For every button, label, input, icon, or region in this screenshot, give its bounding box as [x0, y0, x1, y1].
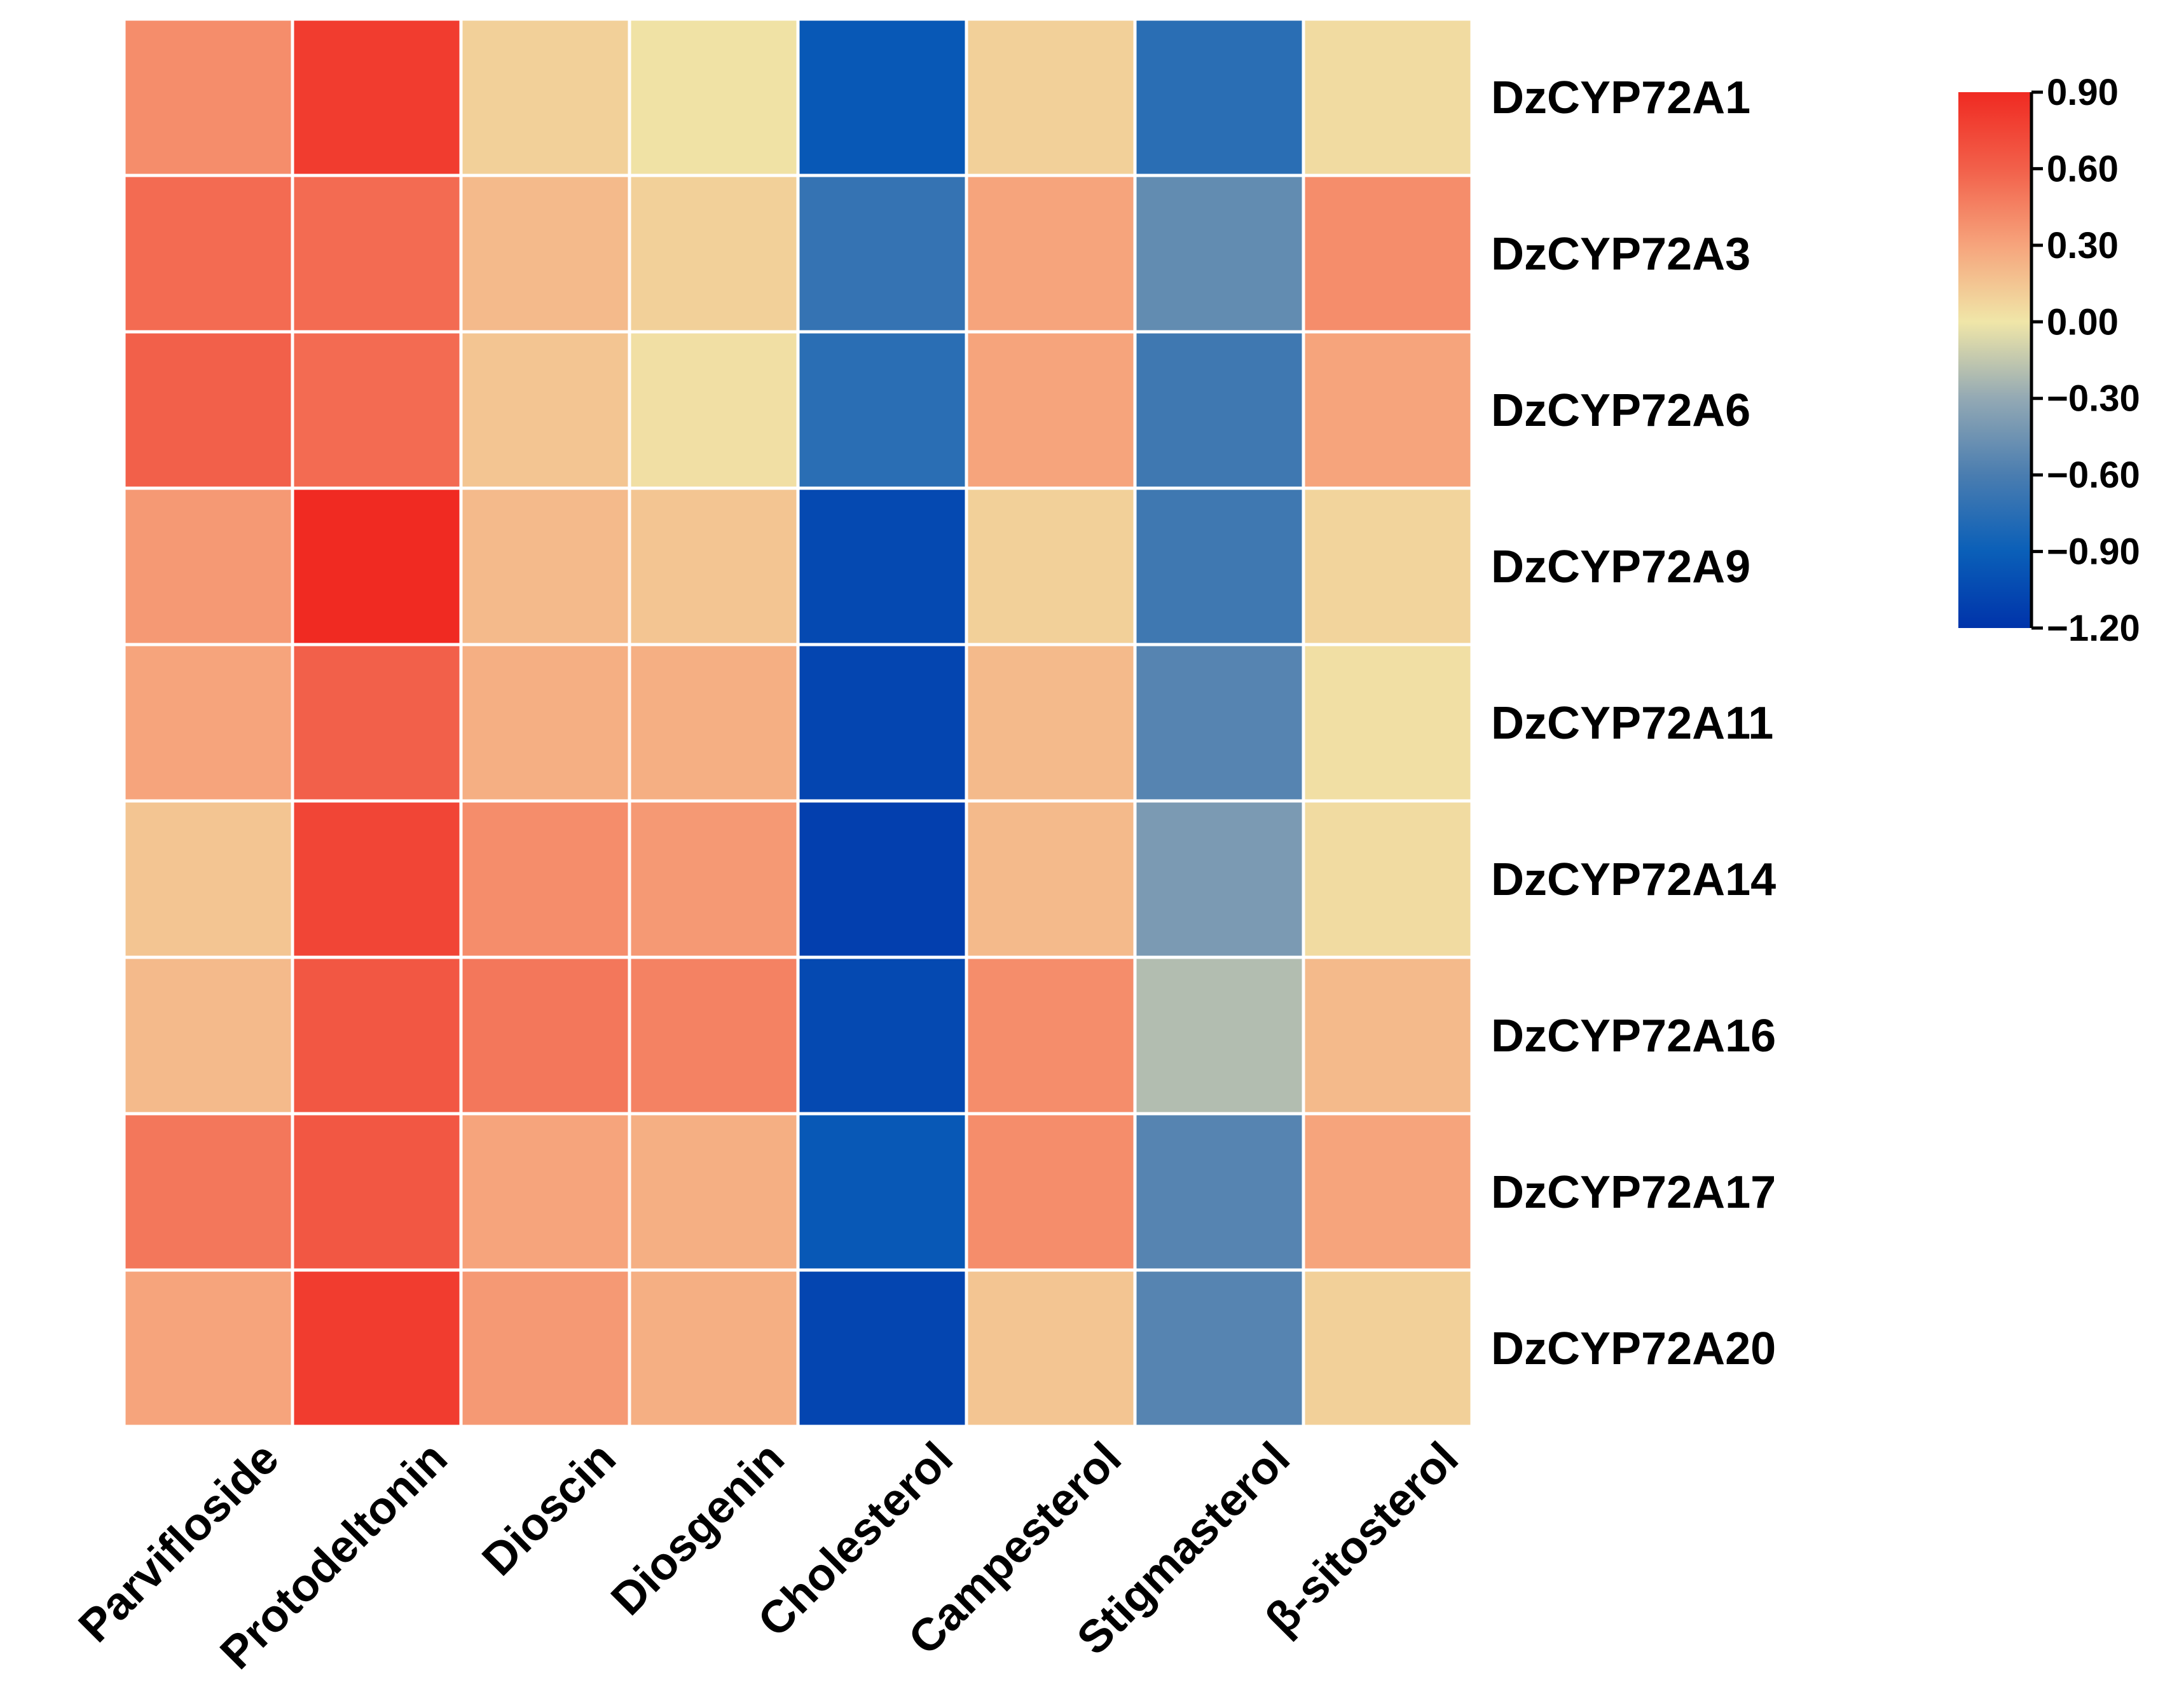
heatmap-cell — [459, 330, 631, 490]
heatmap-cell — [1133, 643, 1305, 803]
row-label: DzCYP72A14 — [1491, 854, 1776, 905]
heatmap-cell — [965, 1268, 1137, 1428]
colorbar-gradient — [1958, 92, 2031, 628]
row-label: DzCYP72A1 — [1491, 72, 1750, 123]
row-label: DzCYP72A6 — [1491, 385, 1750, 436]
heatmap-cell — [1302, 17, 1474, 177]
row-labels: DzCYP72A1 DzCYP72A3 DzCYP72A6 DzCYP72A9 DzCY… — [1491, 72, 1776, 1374]
heatmap-cells — [122, 17, 1474, 1428]
heatmap-cell — [796, 174, 968, 334]
heatmap-cell — [291, 1268, 463, 1428]
heatmap-cell — [628, 643, 800, 803]
row-label: DzCYP72A20 — [1491, 1323, 1776, 1374]
heatmap-cell — [459, 1112, 631, 1272]
heatmap-cell — [1133, 17, 1305, 177]
heatmap-cell — [291, 643, 463, 803]
heatmap-cell — [965, 486, 1137, 646]
heatmap-cell — [1302, 799, 1474, 959]
heatmap-cell — [1302, 330, 1474, 490]
heatmap-cell — [459, 955, 631, 1116]
heatmap-cell — [1133, 955, 1305, 1116]
heatmap-cell — [796, 330, 968, 490]
heatmap-cell — [965, 799, 1137, 959]
heatmap-cell — [628, 174, 800, 334]
heatmap-cell — [459, 17, 631, 177]
colorbar-tick-label: 0.30 — [2047, 225, 2119, 266]
heatmap-cell — [965, 330, 1137, 490]
row-label: DzCYP72A17 — [1491, 1167, 1776, 1218]
heatmap-cell — [459, 643, 631, 803]
heatmap-cell — [1302, 486, 1474, 646]
heatmap-cell — [796, 17, 968, 177]
colorbar-tick-label: −0.60 — [2047, 454, 2140, 496]
row-label: DzCYP72A16 — [1491, 1011, 1776, 1062]
heatmap-cell — [796, 799, 968, 959]
heatmap-cell — [796, 486, 968, 646]
heatmap-cell — [1133, 1268, 1305, 1428]
heatmap-cell — [628, 486, 800, 646]
heatmap-cell — [122, 1268, 294, 1428]
heatmap-cell — [796, 643, 968, 803]
heatmap-cell — [291, 330, 463, 490]
heatmap-cell — [1133, 486, 1305, 646]
heatmap-cell — [122, 799, 294, 959]
heatmap-cell — [796, 1268, 968, 1428]
heatmap-cell — [122, 330, 294, 490]
heatmap-cell — [1302, 643, 1474, 803]
heatmap-cell — [1133, 330, 1305, 490]
heatmap-cell — [628, 1112, 800, 1272]
heatmap-cell — [1302, 174, 1474, 334]
heatmap-cell — [628, 17, 800, 177]
heatmap-cell — [291, 174, 463, 334]
heatmap-cell — [1133, 174, 1305, 334]
heatmap-cell — [1302, 955, 1474, 1116]
heatmap-cell — [122, 1112, 294, 1272]
heatmap-cell — [459, 799, 631, 959]
colorbar-tick-label: −0.30 — [2047, 378, 2140, 420]
colorbar-tick-label: 0.60 — [2047, 148, 2119, 189]
colorbar: 0.90 0.60 0.30 0.00 −0.30 −0.60 −0.90 −1.20 — [1958, 72, 2140, 649]
heatmap-cell — [291, 1112, 463, 1272]
heatmap-cell — [459, 486, 631, 646]
colorbar-tick-label: −1.20 — [2047, 608, 2140, 649]
heatmap-cell — [965, 955, 1137, 1116]
heatmap-cell — [628, 330, 800, 490]
column-label: Dioscin — [472, 1433, 625, 1585]
heatmap-cell — [1302, 1268, 1474, 1428]
heatmap-cell — [628, 1268, 800, 1428]
heatmap-cell — [965, 174, 1137, 334]
heatmap-cell — [965, 1112, 1137, 1272]
heatmap-cell — [965, 17, 1137, 177]
heatmap-cell — [796, 955, 968, 1116]
heatmap-cell — [1133, 799, 1305, 959]
heatmap-cell — [291, 799, 463, 959]
colorbar-tick-label: 0.00 — [2047, 301, 2119, 343]
heatmap-cell — [459, 1268, 631, 1428]
heatmap-cell — [459, 174, 631, 334]
row-label: DzCYP72A9 — [1491, 542, 1750, 592]
heatmap-cell — [122, 17, 294, 177]
heatmap-cell — [1133, 1112, 1305, 1272]
heatmap-cell — [628, 955, 800, 1116]
colorbar-tick-label: 0.90 — [2047, 72, 2119, 113]
row-label: DzCYP72A3 — [1491, 229, 1750, 280]
heatmap-cell — [122, 486, 294, 646]
heatmap-cell — [291, 486, 463, 646]
heatmap-cell — [122, 643, 294, 803]
heatmap-cell — [1302, 1112, 1474, 1272]
colorbar-tick-label: −0.90 — [2047, 531, 2140, 573]
heatmap-cell — [291, 17, 463, 177]
heatmap-cell — [122, 955, 294, 1116]
heatmap-cell — [796, 1112, 968, 1272]
row-label: DzCYP72A11 — [1491, 698, 1773, 749]
heatmap-cell — [122, 174, 294, 334]
heatmap-cell — [628, 799, 800, 959]
heatmap-cell — [291, 955, 463, 1116]
heatmap-cell — [965, 643, 1137, 803]
